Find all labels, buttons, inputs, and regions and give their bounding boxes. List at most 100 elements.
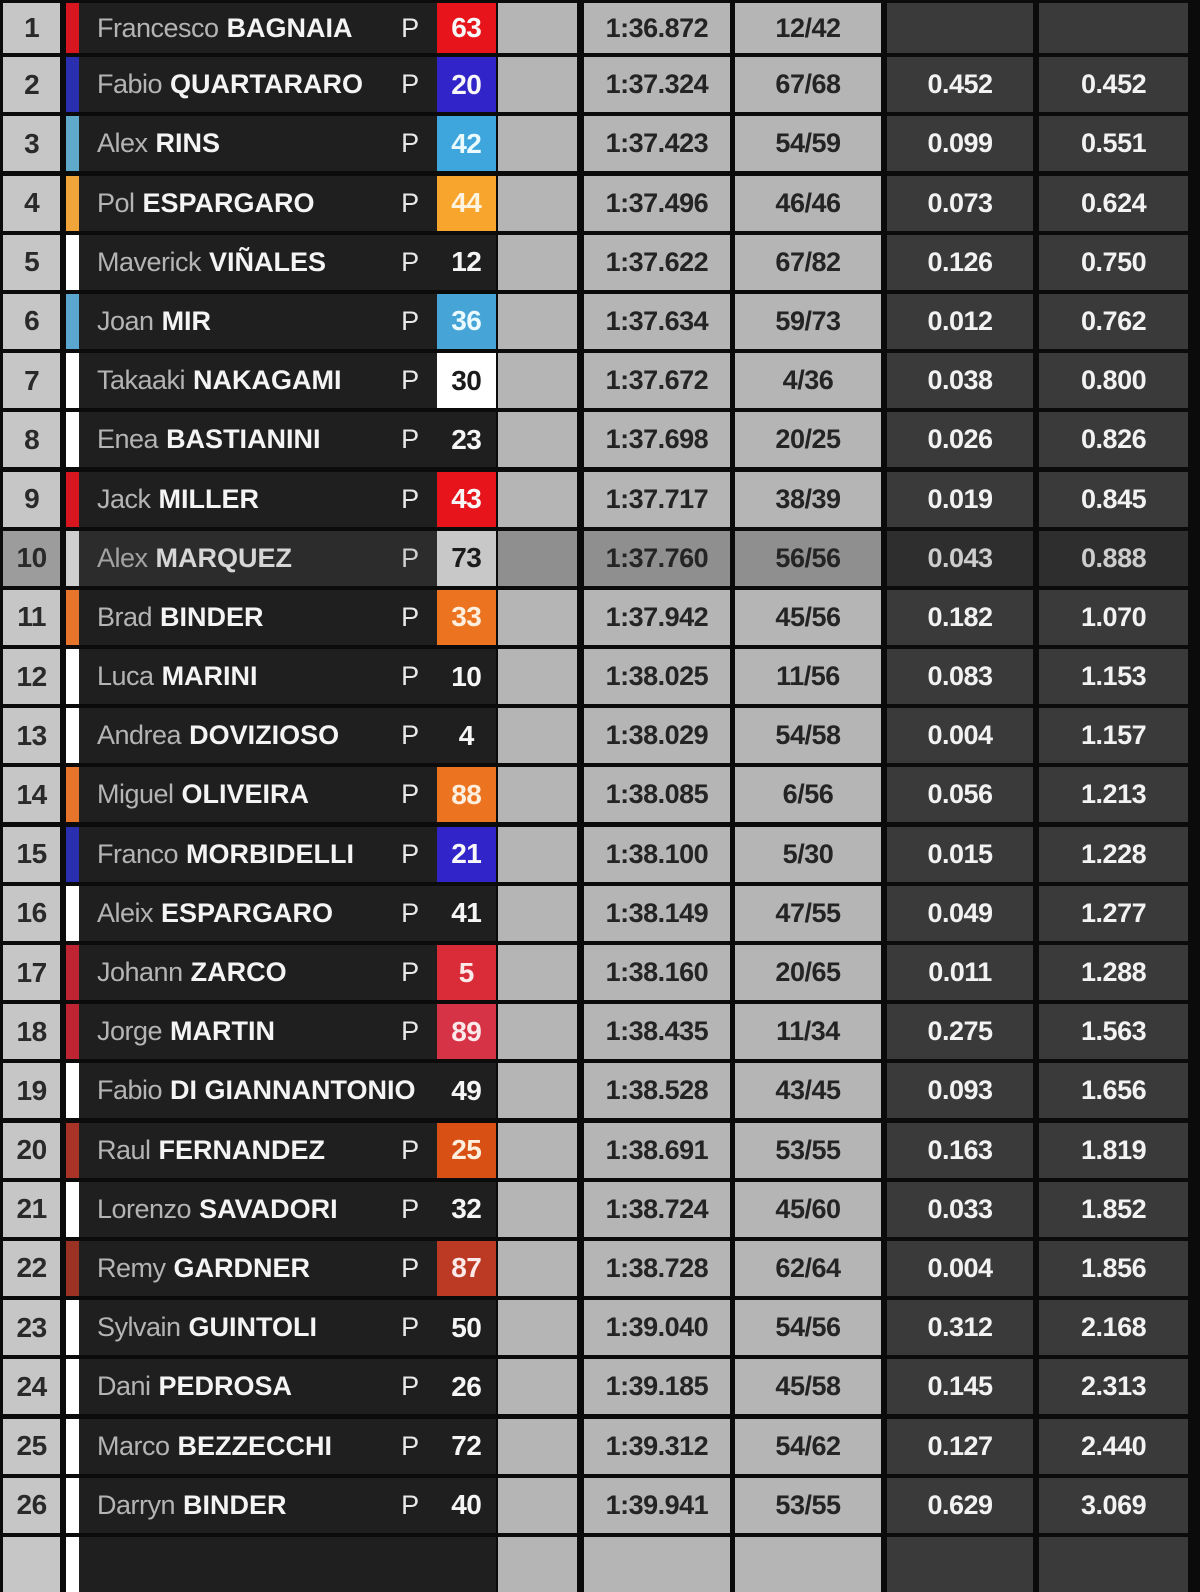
rider-number-box: 4 [436, 708, 496, 764]
rider-row[interactable]: 1 Francesco BAGNAIA P 63 1:36.872 12/42 [0, 3, 1200, 53]
divider [1188, 1537, 1200, 1592]
rider-row[interactable] [0, 1536, 1200, 1592]
rider-last-name: MARTIN [170, 1016, 276, 1047]
rider-row[interactable]: 21 Lorenzo SAVADORI P 32 1:38.724 45/60 … [0, 1181, 1200, 1237]
rider-row[interactable]: 13 Andrea DOVIZIOSO P 4 1:38.029 54/58 0… [0, 708, 1200, 764]
team-color-stripe [66, 1359, 79, 1415]
rider-name-cell: Andrea DOVIZIOSO P [79, 708, 437, 764]
rider-number-box: 63 [436, 3, 496, 53]
gap-previous-cell: 0.015 [886, 826, 1034, 882]
divider [577, 649, 584, 704]
divider [1188, 412, 1200, 467]
best-lap-time-cell: 1:37.717 [583, 471, 730, 527]
p-indicator: P [401, 957, 419, 987]
spacer-cell [497, 116, 577, 172]
divider [577, 1419, 584, 1474]
laps-cell: 11/56 [734, 649, 882, 705]
spacer-cell [497, 826, 577, 882]
spacer-cell [497, 649, 577, 705]
p-indicator: P [401, 779, 419, 810]
divider [1188, 235, 1200, 290]
rider-row[interactable]: 25 Marco BEZZECCHI P 72 1:39.312 54/62 0… [0, 1418, 1200, 1474]
gap-previous-cell: 0.026 [886, 412, 1034, 468]
rider-last-name: GARDNER [173, 1252, 311, 1283]
divider [1188, 1300, 1200, 1355]
rider-row[interactable]: 6 Joan MIR P 36 1:37.634 59/73 0.012 0.7… [0, 293, 1200, 349]
spacer-cell [497, 530, 577, 586]
position-cell: 18 [2, 1004, 61, 1060]
laps-cell: 11/34 [734, 1004, 882, 1060]
rider-last-name: DOVIZIOSO [189, 720, 340, 751]
laps-cell: 4/36 [734, 353, 882, 409]
rider-row[interactable]: 8 Enea BASTIANINI P 23 1:37.698 20/25 0.… [0, 412, 1200, 468]
best-lap-time-cell: 1:38.100 [583, 826, 730, 882]
divider [577, 1004, 584, 1059]
gap-leader-cell [1039, 3, 1189, 53]
divider [1188, 1182, 1200, 1237]
divider [1188, 353, 1200, 408]
position-cell: 7 [2, 353, 61, 409]
rider-row[interactable]: 10 Alex MARQUEZ P 73 1:37.760 56/56 0.04… [0, 530, 1200, 586]
gap-previous-cell: 0.275 [886, 1004, 1034, 1060]
team-color-stripe [66, 1063, 79, 1119]
team-color-stripe [66, 530, 79, 586]
divider [1188, 886, 1200, 941]
gap-previous-cell: 0.004 [886, 708, 1034, 764]
laps-cell: 54/59 [734, 116, 882, 172]
rider-first-name: Marco [97, 1430, 170, 1461]
p-indicator: P [401, 601, 419, 632]
team-color-stripe [66, 1418, 79, 1474]
rider-row[interactable]: 12 Luca MARINI P 10 1:38.025 11/56 0.083… [0, 649, 1200, 705]
rider-row[interactable]: 5 Maverick VIÑALES P 12 1:37.622 67/82 0… [0, 234, 1200, 290]
rider-row[interactable]: 14 Miguel OLIVEIRA P 88 1:38.085 6/56 0.… [0, 767, 1200, 823]
gap-previous-cell: 0.629 [886, 1477, 1034, 1533]
rider-row[interactable]: 18 Jorge MARTIN P 89 1:38.435 11/34 0.27… [0, 1004, 1200, 1060]
divider [577, 1300, 584, 1355]
rider-row[interactable]: 16 Aleix ESPARGARO P 41 1:38.149 47/55 0… [0, 885, 1200, 941]
rider-row[interactable]: 23 Sylvain GUINTOLI P 50 1:39.040 54/56 … [0, 1300, 1200, 1356]
rider-row[interactable]: 4 Pol ESPARGARO P 44 1:37.496 46/46 0.07… [0, 175, 1200, 231]
position-cell: 16 [2, 885, 61, 941]
divider [577, 116, 584, 171]
rider-row[interactable]: 19 Fabio DI GIANNANTONIO 49 1:38.528 43/… [0, 1063, 1200, 1119]
gap-leader-cell: 3.069 [1039, 1477, 1189, 1533]
gap-previous-cell [886, 3, 1034, 53]
rider-row[interactable]: 7 Takaaki NAKAGAMI P 30 1:37.672 4/36 0.… [0, 353, 1200, 409]
rider-row[interactable]: 3 Alex RINS P 42 1:37.423 54/59 0.099 0.… [0, 116, 1200, 172]
position-cell: 6 [2, 293, 61, 349]
laps-cell: 45/58 [734, 1359, 882, 1415]
position-cell: 21 [2, 1181, 61, 1237]
rider-row[interactable]: 9 Jack MILLER P 43 1:37.717 38/39 0.019 … [0, 471, 1200, 527]
laps-cell: 59/73 [734, 293, 882, 349]
best-lap-time-cell: 1:37.496 [583, 175, 730, 231]
team-color-stripe [66, 353, 79, 409]
rider-last-name: BINDER [183, 1489, 287, 1520]
divider [577, 827, 584, 882]
gap-leader-cell: 1.656 [1039, 1063, 1189, 1119]
rider-name-cell: Francesco BAGNAIA P [79, 3, 437, 53]
laps-cell: 47/55 [734, 885, 882, 941]
divider [577, 945, 584, 1000]
rider-row[interactable]: 11 Brad BINDER P 33 1:37.942 45/56 0.182… [0, 589, 1200, 645]
p-indicator: P [401, 720, 419, 751]
rider-row[interactable]: 15 Franco MORBIDELLI P 21 1:38.100 5/30 … [0, 826, 1200, 882]
rider-last-name: SAVADORI [199, 1193, 338, 1224]
rider-row[interactable]: 17 Johann ZARCO P 5 1:38.160 20/65 0.011… [0, 945, 1200, 1000]
p-indicator: P [401, 542, 419, 573]
rider-last-name: GUINTOLI [188, 1312, 318, 1343]
rider-row[interactable]: 22 Remy GARDNER P 87 1:38.728 62/64 0.00… [0, 1240, 1200, 1296]
gap-previous-cell: 0.073 [886, 175, 1034, 231]
gap-previous-cell: 0.163 [886, 1122, 1034, 1178]
divider [577, 1537, 584, 1592]
rider-row[interactable]: 20 Raul FERNANDEZ P 25 1:38.691 53/55 0.… [0, 1122, 1200, 1178]
rider-name-cell: Dani PEDROSA P [79, 1359, 437, 1415]
rider-number-box: 12 [436, 234, 496, 290]
rider-name-cell: Jorge MARTIN P [79, 1004, 437, 1060]
p-indicator: P [401, 1430, 419, 1461]
rider-row[interactable]: 26 Darryn BINDER P 40 1:39.941 53/55 0.6… [0, 1477, 1200, 1533]
rider-first-name: Miguel [97, 779, 174, 810]
rider-row[interactable]: 24 Dani PEDROSA P 26 1:39.185 45/58 0.14… [0, 1359, 1200, 1415]
position-cell: 4 [2, 175, 61, 231]
rider-row[interactable]: 2 Fabio QUARTARARO P 20 1:37.324 67/68 0… [0, 57, 1200, 113]
